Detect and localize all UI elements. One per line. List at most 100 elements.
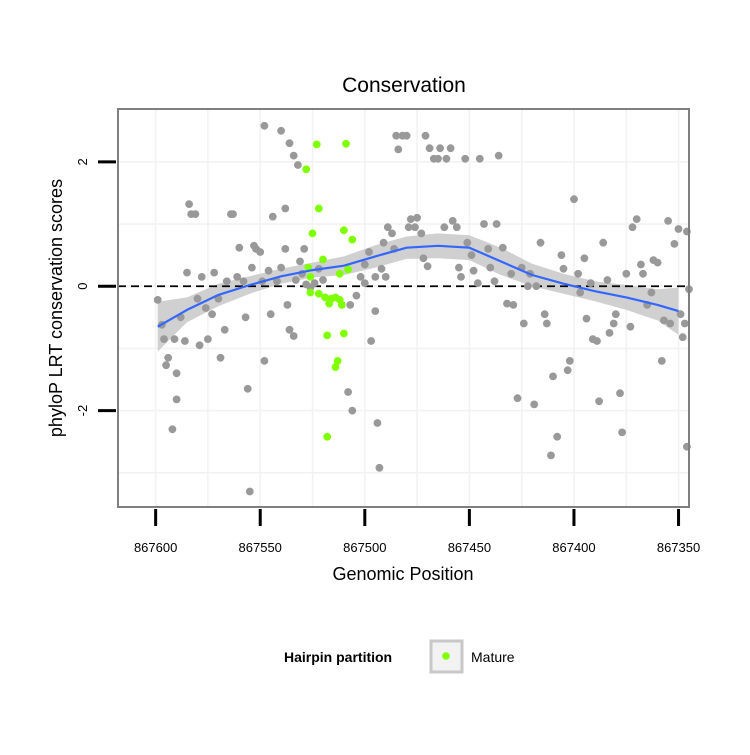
data-point xyxy=(639,269,647,278)
loess-smooth-line xyxy=(157,244,679,328)
data-point xyxy=(277,126,285,135)
legend: Hairpin partition Mature xyxy=(284,639,515,674)
panel-border xyxy=(117,108,690,508)
data-point xyxy=(352,291,361,300)
data-point xyxy=(289,151,298,160)
x-tick-label: 867550 xyxy=(239,540,282,555)
legend-key-mature-point xyxy=(442,652,450,660)
data-point xyxy=(434,154,442,163)
data-point xyxy=(448,217,457,225)
data-point xyxy=(220,325,229,334)
data-point xyxy=(452,223,461,232)
data-point xyxy=(513,394,522,403)
data-point xyxy=(475,154,484,163)
data-point xyxy=(245,487,254,496)
data-point xyxy=(365,248,373,256)
data-point xyxy=(498,243,507,252)
data-point xyxy=(285,139,294,148)
data-point xyxy=(605,329,614,337)
data-point xyxy=(419,254,428,263)
data-point xyxy=(294,161,302,169)
data-point xyxy=(660,316,668,325)
mature-point xyxy=(312,140,321,149)
data-point xyxy=(670,240,679,248)
data-point xyxy=(172,369,181,378)
mature-point xyxy=(337,301,346,309)
data-point xyxy=(281,245,290,253)
data-point xyxy=(300,245,309,253)
data-point xyxy=(421,131,430,140)
legend-title: Hairpin partition xyxy=(284,649,392,665)
data-point xyxy=(519,319,528,328)
data-point xyxy=(603,276,612,284)
data-point xyxy=(549,372,557,381)
data-point xyxy=(241,313,250,322)
data-point xyxy=(565,357,574,365)
data-point xyxy=(622,269,631,278)
data-point xyxy=(461,154,470,163)
data-point xyxy=(266,310,275,319)
data-point xyxy=(356,273,365,281)
data-point xyxy=(637,260,645,269)
data-point xyxy=(233,273,242,281)
data-point xyxy=(413,213,421,222)
data-point xyxy=(593,337,601,345)
mature-point xyxy=(348,235,357,244)
legend-label-mature: Mature xyxy=(471,649,515,665)
data-point xyxy=(379,238,388,247)
data-point xyxy=(570,195,578,204)
data-point xyxy=(657,357,666,365)
data-point xyxy=(676,310,685,319)
data-point xyxy=(183,268,191,277)
mature-point xyxy=(321,293,329,302)
data-point xyxy=(536,238,545,247)
data-point xyxy=(616,389,624,398)
mature-point xyxy=(325,299,334,308)
data-point xyxy=(563,366,572,375)
data-point xyxy=(402,131,411,140)
data-point xyxy=(406,215,415,224)
data-point xyxy=(360,260,369,269)
data-point xyxy=(371,273,380,281)
data-point xyxy=(574,269,582,278)
mature-point xyxy=(333,357,342,365)
mature-point xyxy=(340,329,348,338)
data-point xyxy=(618,428,626,437)
mature-point xyxy=(319,255,327,264)
data-point xyxy=(383,223,392,232)
data-point xyxy=(204,335,212,343)
y-tick-label: -2 xyxy=(75,405,90,417)
y-axis: 2 0 -2 xyxy=(75,158,116,416)
data-point xyxy=(193,294,202,303)
x-axis: 867600 867550 867500 867450 867400 867350 xyxy=(134,509,700,555)
data-point xyxy=(181,337,189,345)
data-point xyxy=(423,262,432,271)
x-axis-title: Genomic Position xyxy=(332,564,473,584)
data-point xyxy=(229,210,237,219)
mature-point xyxy=(323,331,332,340)
data-point xyxy=(168,425,177,434)
data-point xyxy=(256,248,265,256)
data-point xyxy=(222,277,231,286)
data-point xyxy=(490,277,499,286)
data-point xyxy=(653,258,662,267)
data-point xyxy=(576,288,585,297)
data-point xyxy=(392,131,401,140)
data-point xyxy=(626,322,635,331)
x-tick-label: 867600 xyxy=(134,540,177,555)
x-tick-label: 867500 xyxy=(343,540,386,555)
data-point xyxy=(411,223,419,232)
data-point xyxy=(524,282,532,291)
data-point xyxy=(417,229,426,238)
data-point xyxy=(346,301,355,309)
data-point xyxy=(542,319,551,328)
y-tick-label: 2 xyxy=(75,158,90,165)
data-point xyxy=(509,301,518,309)
mature-point xyxy=(342,139,350,148)
data-point xyxy=(285,325,294,334)
smooth-line xyxy=(157,244,679,328)
data-point xyxy=(664,217,672,225)
data-point xyxy=(628,223,637,232)
